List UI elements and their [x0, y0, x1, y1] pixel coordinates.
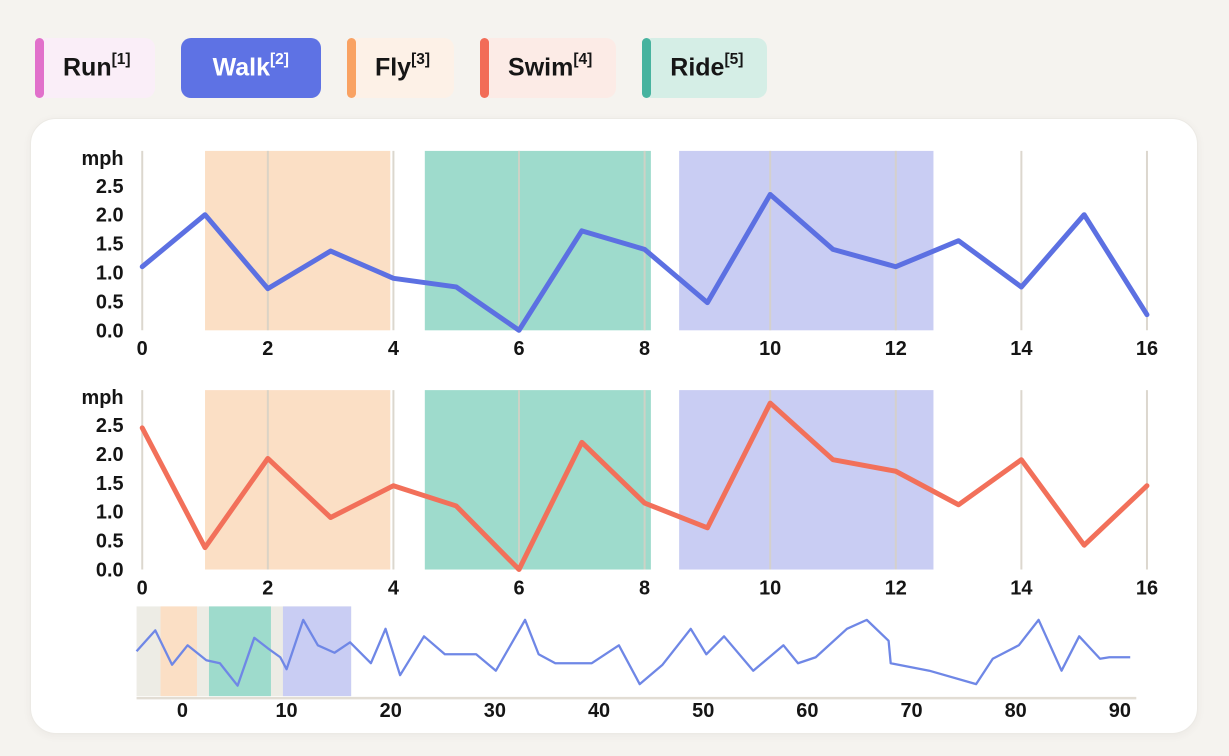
tab-swim-accent-bar [480, 38, 490, 98]
swim-line [139, 400, 1150, 573]
x-tick-label: 8 [639, 338, 650, 360]
x-tick-label: 16 [1136, 577, 1158, 599]
x-tick-label: 0 [137, 338, 148, 360]
overview-tick-label: 30 [484, 700, 506, 722]
y-tick-label: 0.5 [96, 291, 124, 313]
region-fly [205, 150, 391, 331]
y-tick-label: 1.5 [96, 234, 124, 256]
charts-canvas: mph 2.5 2.0 1.5 1.0 0.5 0.0 0 2 4 6 8 10 12 14 16 mph 2.5… [82, 148, 1160, 722]
region-ride [424, 390, 651, 570]
x-tick-label: 12 [885, 338, 907, 360]
overview-tick-label: 50 [692, 700, 714, 722]
tab-swim[interactable]: Swim[4] [480, 38, 617, 98]
y-tick-label: 2.5 [96, 415, 124, 437]
region-fly [205, 390, 391, 570]
tab-label: Run[1] [63, 51, 131, 82]
overview-line [135, 618, 1131, 687]
tab-fly-accent-bar [346, 38, 356, 98]
y-axis-unit-label: mph [82, 148, 124, 170]
overview-tick-label: 20 [380, 700, 402, 722]
region-walk [679, 390, 934, 570]
region-walk [679, 150, 934, 331]
y-tick-label: 0.5 [96, 531, 124, 553]
tab-ride[interactable]: Ride[5] [642, 38, 768, 98]
tab-superscript: [2] [269, 51, 289, 69]
x-tick-label: 10 [759, 338, 781, 360]
tab-superscript: [4] [573, 51, 593, 69]
tab-superscript: [1] [111, 51, 131, 69]
tab-walk[interactable]: Walk[2] [180, 38, 321, 98]
chart-card: mph 2.5 2.0 1.5 1.0 0.5 0.0 0 2 4 6 8 10 12 14 16 mph 2.5… [30, 118, 1198, 734]
tab-run[interactable]: Run[1] [35, 38, 155, 98]
y-tick-label: 0.0 [96, 320, 124, 342]
walk-line [139, 191, 1150, 333]
tab-label: Fly[3] [374, 51, 431, 82]
tab-superscript: [3] [411, 51, 431, 69]
x-tick-label: 2 [262, 338, 273, 360]
tab-run-accent-bar [35, 38, 44, 98]
overview-tick-label: 0 [177, 700, 188, 722]
overview-tick-label: 90 [1109, 700, 1131, 722]
y-tick-label: 0.0 [96, 560, 124, 582]
activity-tabs: Run[1] Walk[2] Fly[3] Swim[4] Ride[5] [35, 38, 768, 98]
tab-label: Swim[4] [508, 51, 593, 82]
overview-tick-label: 40 [588, 700, 610, 722]
x-tick-label: 16 [1136, 338, 1158, 360]
overview-region-walk [282, 606, 352, 697]
y-tick-label: 1.0 [96, 262, 124, 284]
x-tick-label: 14 [1010, 338, 1032, 360]
tab-superscript: [5] [724, 51, 744, 69]
overview-timeline: 0 10 20 30 40 50 60 70 80 90 [135, 606, 1146, 722]
y-tick-label: 1.0 [96, 502, 124, 524]
walk-speed-chart: mph 2.5 2.0 1.5 1.0 0.5 0.0 0 2 4 6 8 10 12 14 16 [82, 148, 1160, 360]
tab-label: Walk[2] [212, 51, 289, 82]
tab-ride-accent-bar [642, 38, 652, 98]
y-tick-label: 2.5 [96, 176, 124, 198]
overview-tick-label: 60 [796, 700, 818, 722]
x-tick-label: 10 [759, 577, 781, 599]
swim-speed-chart: mph 2.5 2.0 1.5 1.0 0.5 0.0 0 2 4 6 8 10 12 14 16 [82, 387, 1160, 599]
x-tick-label: 6 [513, 577, 524, 599]
x-tick-label: 8 [639, 577, 650, 599]
y-axis-unit-label: mph [82, 387, 124, 409]
x-tick-label: 4 [388, 577, 399, 599]
x-tick-label: 0 [137, 577, 148, 599]
overview-tick-label: 70 [900, 700, 922, 722]
overview-plot-area[interactable] [137, 606, 1146, 696]
x-tick-label: 6 [513, 338, 524, 360]
tab-fly[interactable]: Fly[3] [346, 38, 455, 98]
y-tick-label: 1.5 [96, 473, 124, 495]
walk-speed-chart-plot-area[interactable] [136, 151, 1160, 330]
y-tick-label: 2.0 [96, 205, 124, 227]
x-tick-label: 12 [885, 577, 907, 599]
tab-label: Ride[5] [670, 51, 744, 82]
y-tick-label: 2.0 [96, 444, 124, 466]
overview-tick-label: 10 [275, 700, 297, 722]
overview-tick-label: 80 [1005, 700, 1027, 722]
x-tick-label: 2 [262, 577, 273, 599]
swim-speed-chart-plot-area[interactable] [136, 390, 1160, 569]
x-tick-label: 14 [1010, 577, 1032, 599]
x-tick-label: 4 [388, 338, 399, 360]
